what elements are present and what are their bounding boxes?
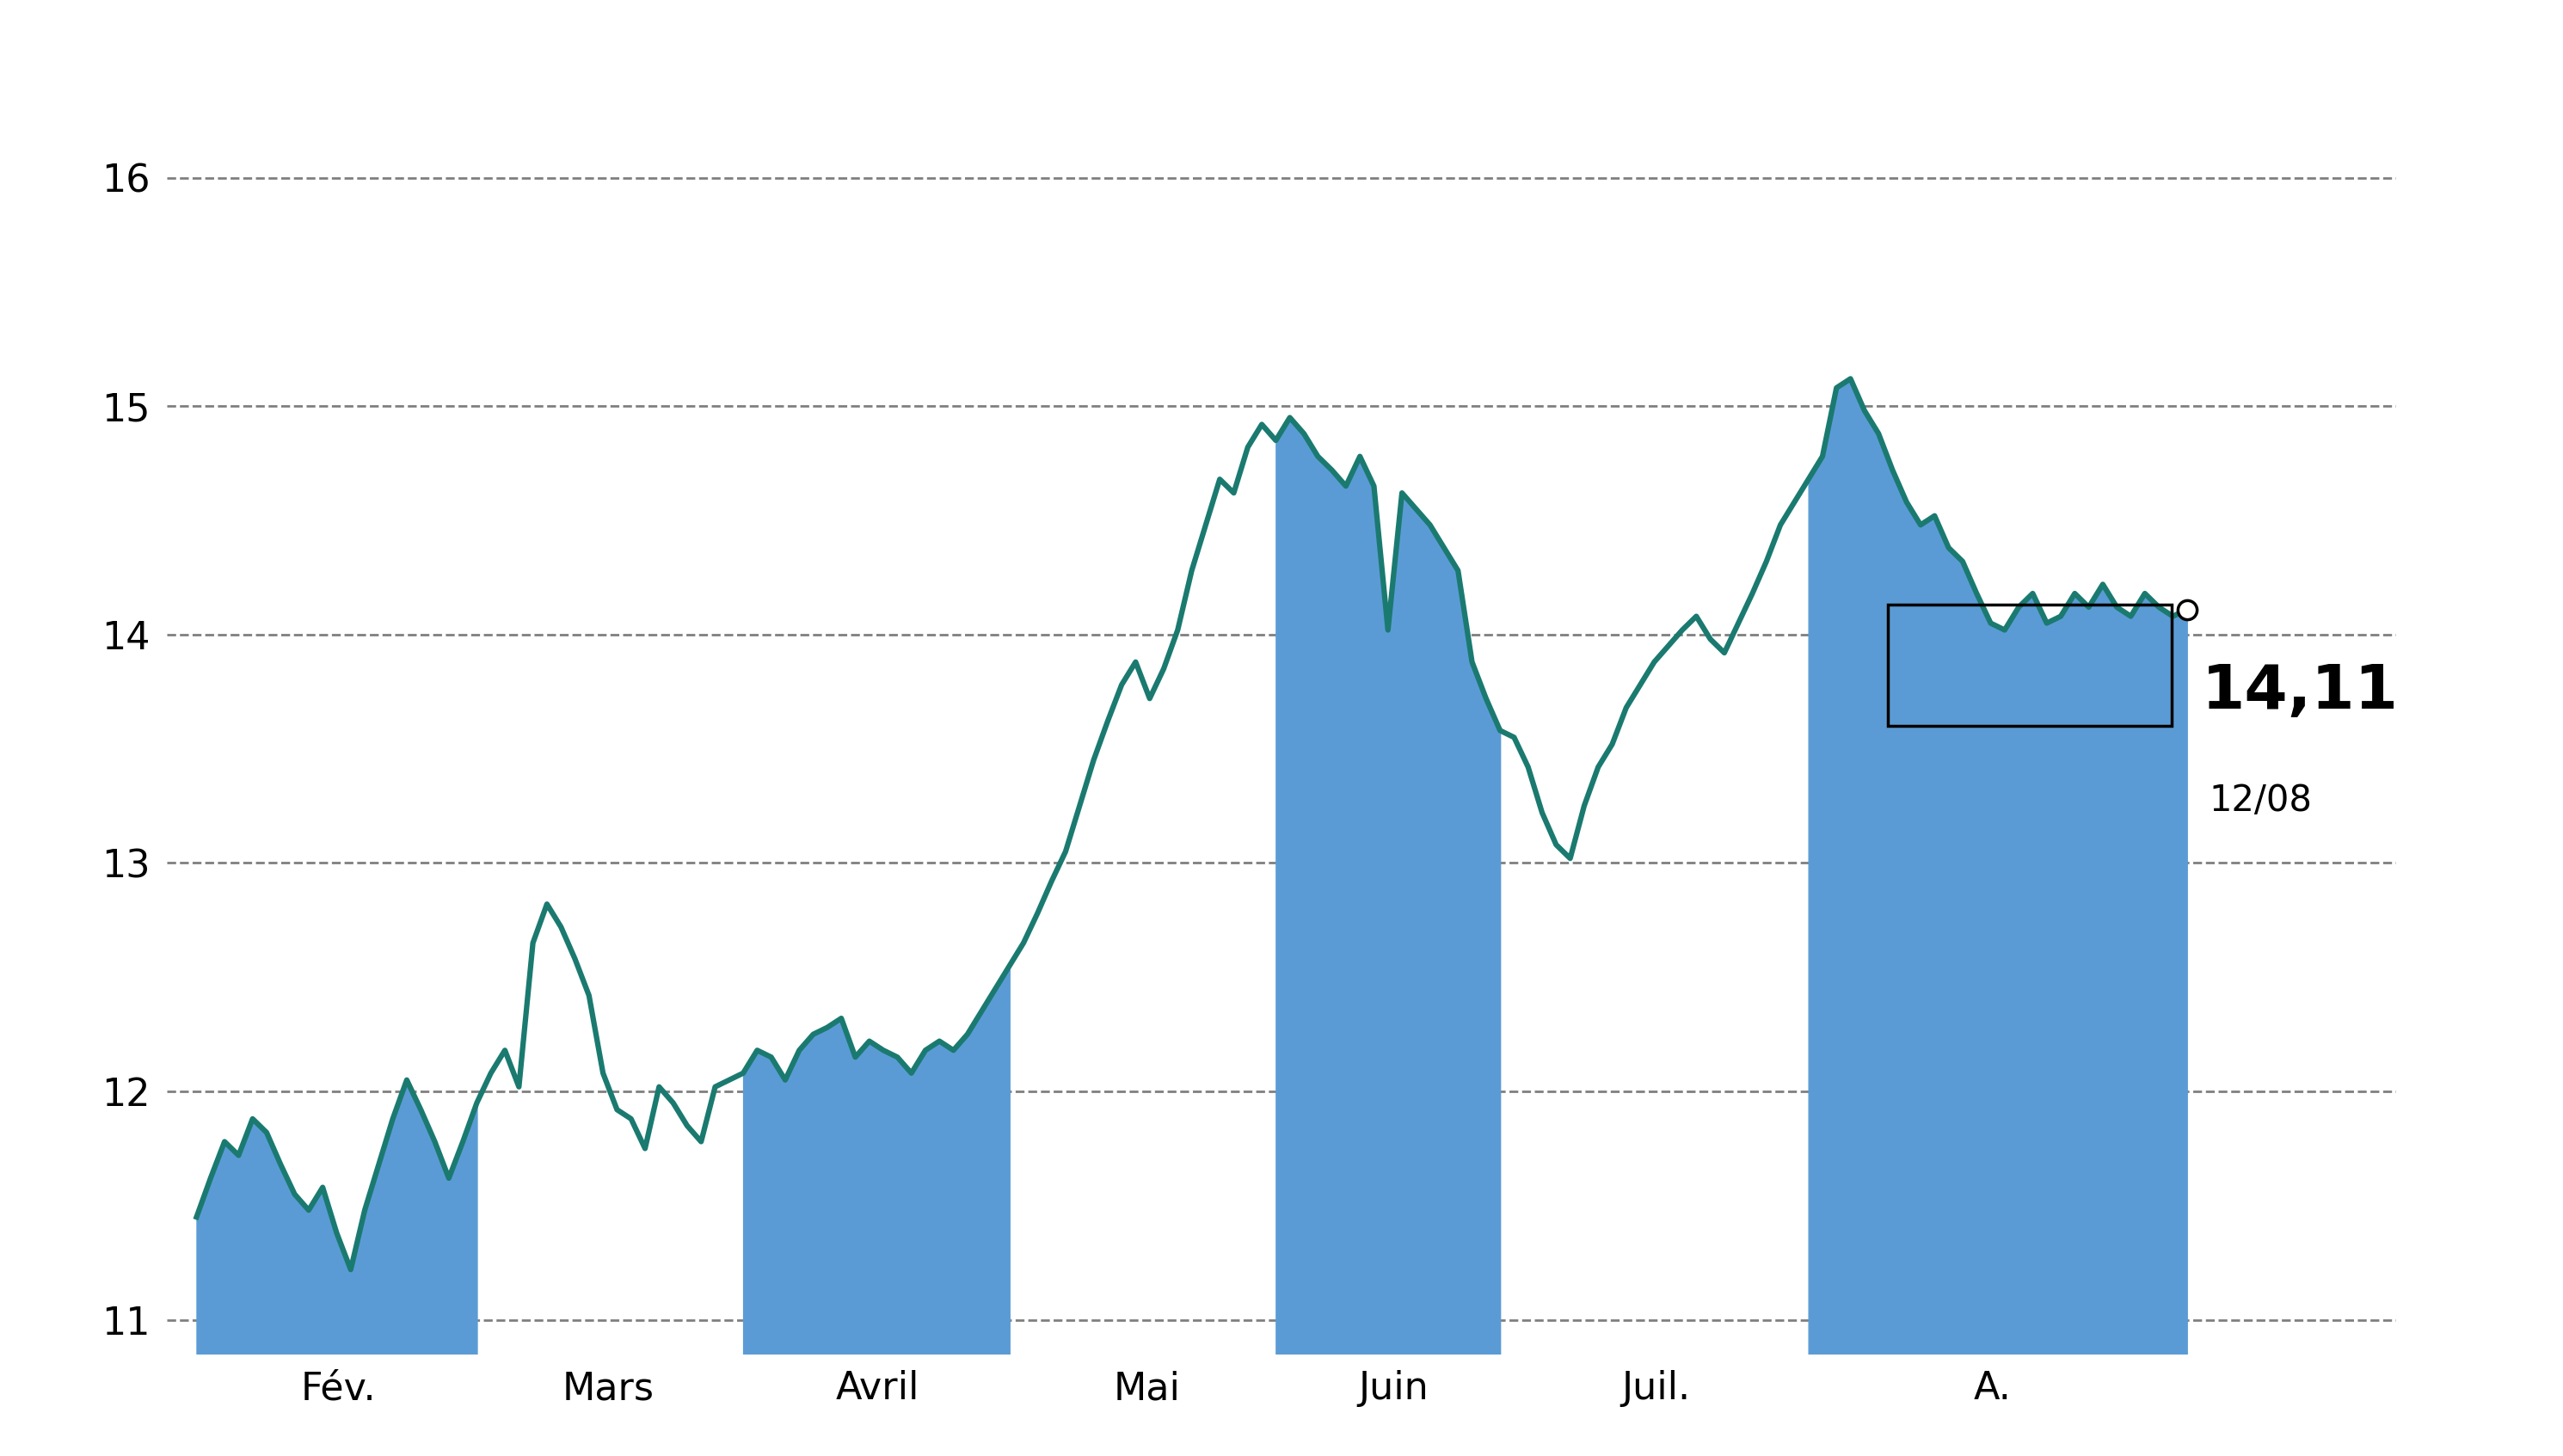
Text: TAG Immobilien AG: TAG Immobilien AG bbox=[882, 33, 1681, 105]
Bar bbox=[1886, 604, 2171, 727]
Text: 14,11: 14,11 bbox=[2202, 662, 2399, 721]
Text: 12/08: 12/08 bbox=[2209, 783, 2312, 820]
